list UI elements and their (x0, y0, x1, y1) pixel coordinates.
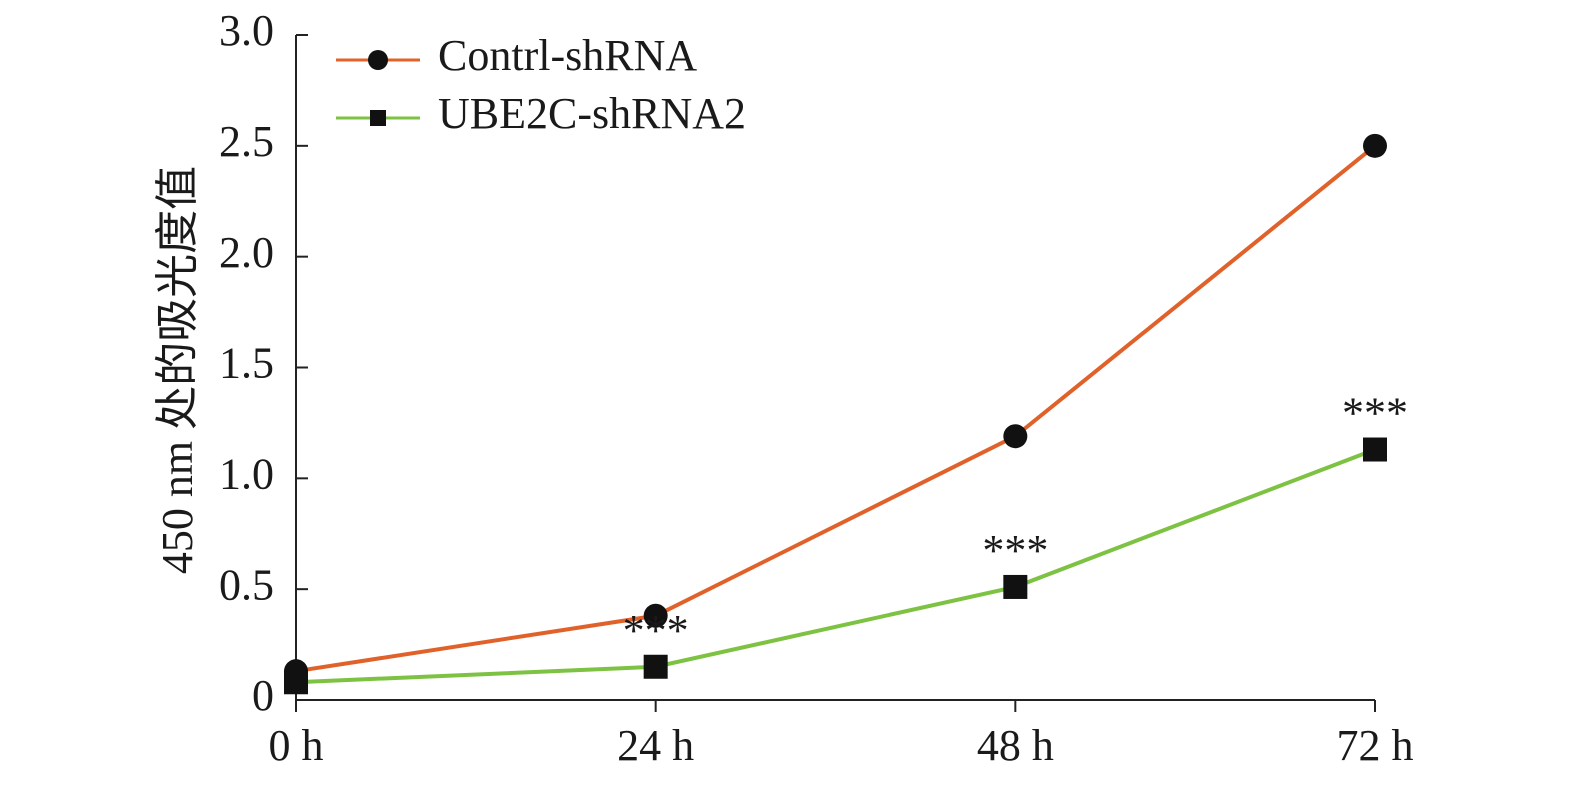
annotation: *** (623, 606, 689, 655)
marker (1003, 574, 1028, 599)
annotation: *** (1342, 389, 1408, 438)
legend-marker (368, 50, 388, 70)
y-tick-label: 3.0 (219, 6, 274, 55)
y-axis-label: 450 nm 处的吸光度值 (153, 166, 202, 574)
y-tick-label: 1.0 (219, 449, 274, 498)
legend-label: Contrl-shRNA (438, 31, 697, 80)
legend-label: UBE2C-shRNA2 (438, 89, 746, 138)
marker (643, 603, 668, 628)
annotation: *** (982, 526, 1048, 575)
y-tick-label: 2.0 (219, 228, 274, 277)
marker (1363, 437, 1387, 462)
y-tick-label: 0.5 (219, 560, 274, 609)
line (295, 447, 1376, 685)
marker (284, 670, 308, 695)
x-tick-label: 48 h (977, 721, 1054, 770)
y-tick-label: 1.5 (219, 339, 274, 388)
y-tick-label: 0 (252, 671, 274, 720)
marker (1003, 424, 1028, 449)
x-tick-label: 24 h (617, 721, 694, 770)
y-tick-label: 2.5 (219, 117, 274, 166)
x-tick-label: 0 h (269, 721, 324, 770)
legend-marker (370, 110, 386, 126)
marker (1363, 133, 1387, 158)
line (295, 144, 1377, 674)
x-tick-label: 72 h (1337, 721, 1414, 770)
marker (643, 654, 668, 679)
